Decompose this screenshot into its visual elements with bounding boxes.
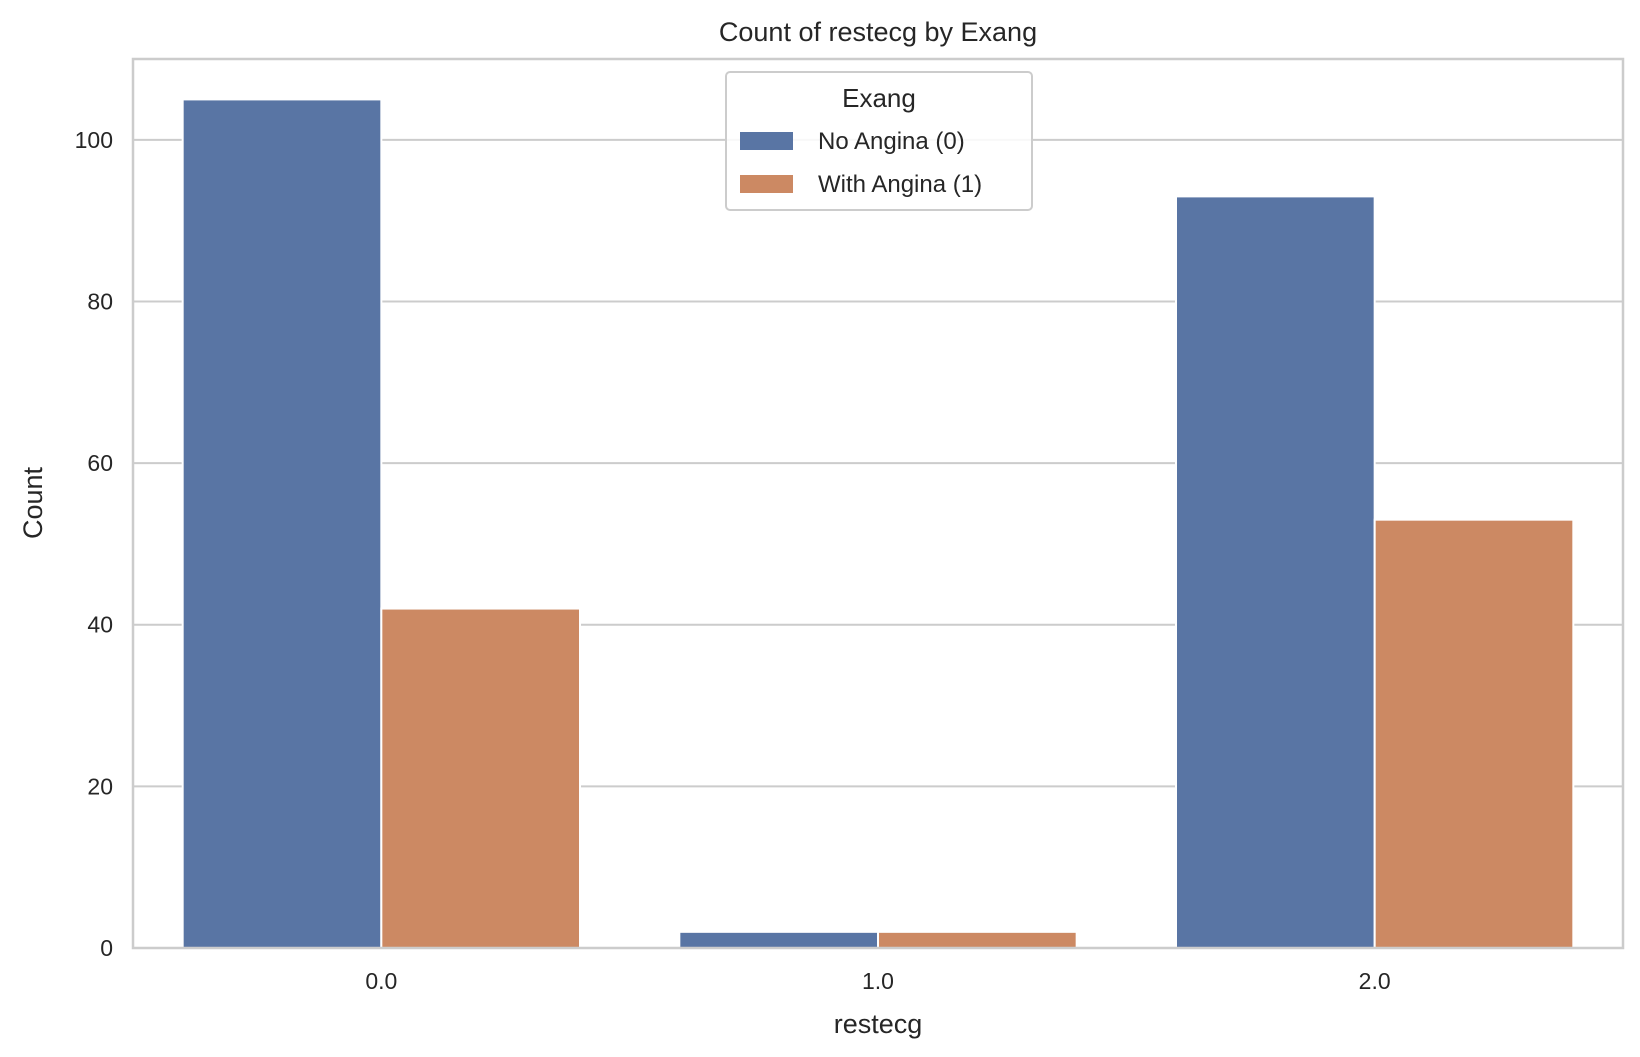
- y-tick-label: 60: [87, 450, 113, 476]
- legend-title: Exang: [842, 83, 916, 113]
- bar-no-angina-0: [181, 98, 383, 949]
- bar-no-angina-1: [678, 930, 879, 950]
- legend-label-no-angina: No Angina (0): [818, 128, 965, 155]
- chart-title: Count of restecg by Exang: [719, 17, 1037, 47]
- legend-swatch-with-angina: [740, 175, 793, 193]
- x-tick-label: 1.0: [862, 968, 894, 994]
- x-tick-labels: 0.0 1.0 2.0: [365, 968, 1390, 994]
- y-tick-label: 0: [100, 935, 113, 961]
- legend-swatch-no-angina: [740, 132, 793, 150]
- legend-box: [725, 71, 1033, 211]
- plot-frame: [131, 57, 1625, 950]
- bar-with-angina-1: [877, 930, 1078, 950]
- x-tick-label: 0.0: [365, 968, 397, 994]
- x-axis-label: restecg: [834, 1009, 923, 1039]
- bar-with-angina-2: [1373, 518, 1575, 949]
- y-tick-label: 40: [87, 612, 113, 638]
- y-tick-label: 20: [87, 773, 113, 799]
- y-tick-label: 80: [87, 288, 113, 314]
- y-tick-labels: 0 20 40 60 80 100: [75, 127, 113, 961]
- bars: [181, 98, 1575, 950]
- bar-with-angina-0: [380, 607, 582, 950]
- y-tick-label: 100: [75, 127, 113, 153]
- y-axis-label: Count: [18, 466, 48, 539]
- legend: Exang No Angina (0) With Angina (1): [725, 71, 1033, 211]
- x-tick-label: 2.0: [1359, 968, 1391, 994]
- bar-no-angina-2: [1175, 195, 1376, 949]
- legend-label-with-angina: With Angina (1): [818, 171, 982, 198]
